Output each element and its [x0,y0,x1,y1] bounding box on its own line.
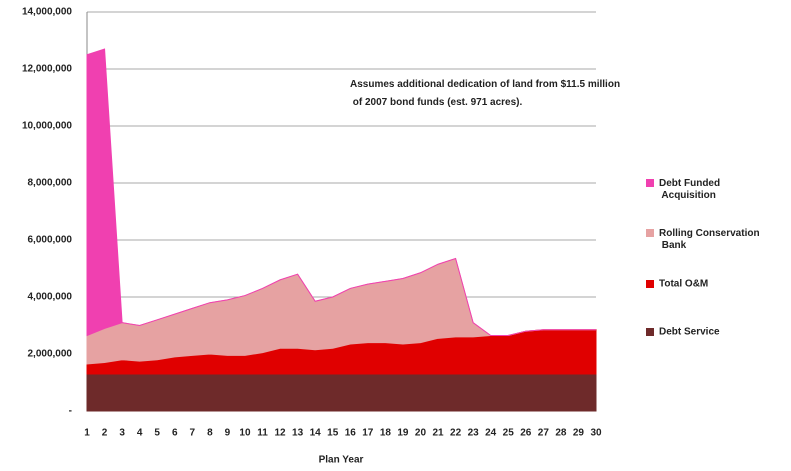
x-tick-label: 29 [573,428,585,439]
x-tick-label: 16 [345,428,357,439]
x-tick-label: 18 [380,428,392,439]
x-tick-label: 23 [468,428,480,439]
x-tick-label: 24 [485,428,497,439]
legend-label: Debt Service [659,327,720,338]
legend-text: Rolling Conservation [659,228,760,239]
y-tick-label: 12,000,000 [22,64,72,75]
y-tick-label: 6,000,000 [28,235,73,246]
x-tick-label: 22 [450,428,462,439]
x-axis-label: Plan Year [319,455,364,466]
x-tick-label: 2 [102,428,108,439]
y-tick-label: 4,000,000 [28,292,73,303]
legend-swatch [646,229,654,237]
annotation: Assumes additional dedication of land fr… [350,79,620,108]
legend-swatch [646,280,654,288]
x-tick-label: 1 [84,428,90,439]
y-tick-label: 10,000,000 [22,121,72,132]
legend-label: Rolling Conservation Bank [659,228,760,251]
x-tick-label: 28 [555,428,567,439]
legend-label: Total O&M [659,279,708,290]
legend-text: Debt Funded [659,178,720,189]
x-tick-label: 11 [257,428,268,439]
x-tick-label: 17 [362,428,374,439]
annotation-text: Assumes additional dedication of land fr… [350,79,620,90]
legend-swatch [646,328,654,336]
y-tick-label: - [69,406,72,417]
x-tick-label: 20 [415,428,427,439]
x-tick-label: 15 [327,428,339,439]
x-tick-label: 21 [432,428,444,439]
area [86,48,596,337]
x-tick-label: 9 [225,428,231,439]
x-tick-label: 3 [119,428,125,439]
x-tick-label: 30 [590,428,602,439]
x-tick-label: 7 [190,428,196,439]
y-tick-label: 14,000,000 [22,7,72,18]
x-tick-label: 13 [292,428,304,439]
legend-label: Debt Funded Acquisition [659,178,720,201]
legend-swatch [646,179,654,187]
x-tick-label: 19 [397,428,409,439]
x-tick-label: 25 [503,428,515,439]
x-tick-label: 27 [538,428,550,439]
annotation-text: of 2007 bond funds (est. 971 acres). [350,97,522,108]
x-tick-label: 10 [239,428,251,439]
x-tick-label: 6 [172,428,178,439]
x-tick-label: 12 [275,428,287,439]
legend-text: Acquisition [659,190,716,201]
x-tick-label: 4 [137,428,143,439]
x-tick-label: 14 [310,428,322,439]
area [86,373,597,412]
x-tick-label: 5 [154,428,160,439]
legend-text: Bank [659,240,687,251]
y-tick-label: 8,000,000 [28,178,73,189]
x-tick-label: 8 [207,428,213,439]
y-tick-label: 2,000,000 [28,349,73,360]
x-tick-label: 26 [520,428,532,439]
